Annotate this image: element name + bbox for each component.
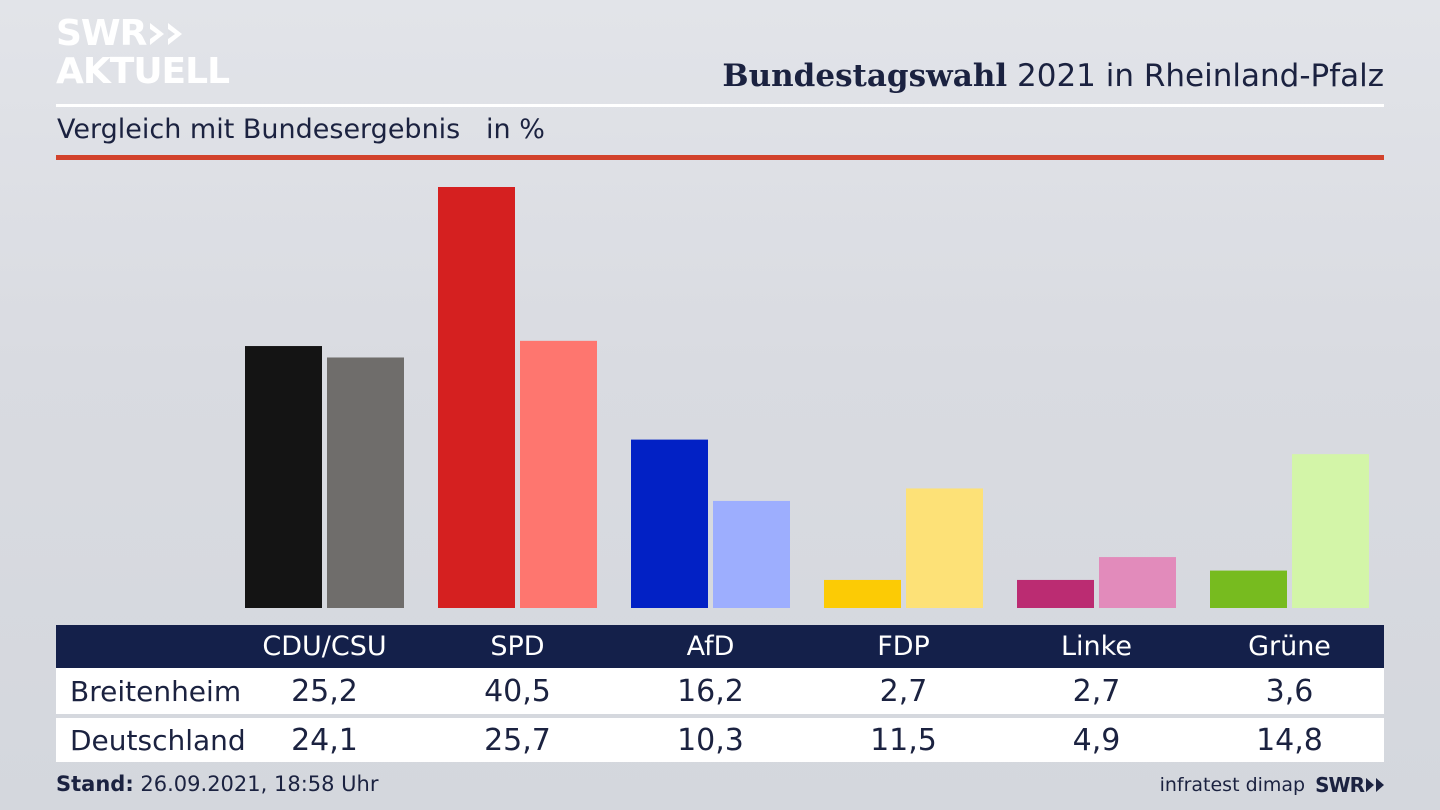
swr-brand: SWR [1315,773,1384,797]
bar-cdu-csu-breitenheim [245,346,322,608]
chevron-right-icon [1366,778,1374,792]
table-cell: 40,5 [484,673,551,709]
stand-value: 26.09.2021, 18:58 Uhr [133,772,379,796]
bar-spd-deutschland [520,340,597,608]
column-header: Linke [1061,631,1132,662]
timestamp: Stand: 26.09.2021, 18:58 Uhr [56,772,379,796]
bar-gr-ne-deutschland [1292,454,1369,608]
results-table: CDU/CSU SPD AfD FDP Linke Grüne Breitenheim 2… [56,625,1384,762]
source-credit: infratest dimap SWR [1160,773,1384,797]
column-header: FDP [877,631,930,662]
bar-fdp-breitenheim [824,579,901,608]
table-header-row: CDU/CSU SPD AfD FDP Linke Grüne [56,625,1384,668]
source-text: infratest dimap [1159,774,1306,796]
table-cell: 25,7 [484,722,551,758]
bar-cdu-csu-deutschland [327,357,404,608]
bar-gr-ne-breitenheim [1210,570,1287,608]
bar-afd-breitenheim [631,439,708,608]
bar-spd-breitenheim [438,187,515,608]
bar-chart [245,187,1369,608]
stand-label: Stand: [56,772,134,796]
title-rest: 2021 in Rheinland-Pfalz [1007,58,1384,94]
column-header: SPD [490,631,545,662]
table-cell: 14,8 [1256,722,1323,758]
table-cell: 10,3 [677,722,744,758]
chart-subtitle: Vergleich mit Bundesergebnis in % [57,114,545,145]
bar-linke-breitenheim [1017,579,1094,608]
logo-line1: SWR [56,13,147,54]
table-cell: 2,7 [879,673,928,709]
table-cell: 4,9 [1072,722,1121,758]
column-header: Grüne [1248,631,1331,662]
row-label: Breitenheim [70,674,242,708]
bar-fdp-deutschland [906,488,983,608]
table-row-deutschland: Deutschland 24,1 25,7 10,3 11,5 4,9 14,8 [56,718,1384,762]
swr-brand-text: SWR [1315,773,1365,797]
table-cell: 11,5 [870,722,937,758]
bar-afd-deutschland [713,500,790,608]
subtitle-divider [56,155,1384,160]
chevron-right-icon [150,23,165,45]
title-bold: Bundestagswahl [722,58,1008,94]
column-header: AfD [686,631,735,662]
table-cell: 16,2 [677,673,744,709]
table-row-breitenheim: Breitenheim 25,2 40,5 16,2 2,7 2,7 3,6 [56,668,1384,714]
logo-line2: AKTUELL [56,51,230,92]
table-cell: 25,2 [291,673,358,709]
column-header: CDU/CSU [262,631,387,662]
swr-aktuell-logo: SWR AKTUELL [56,13,230,92]
page-title: Bundestagswahl 2021 in Rheinland-Pfalz [722,58,1384,94]
chevron-right-icon [1376,778,1384,792]
table-cell: 3,6 [1265,673,1314,709]
chevron-right-icon [168,23,183,45]
title-divider [56,104,1384,107]
bar-linke-deutschland [1099,557,1176,608]
table-cell: 2,7 [1072,673,1121,709]
row-label: Deutschland [70,723,246,757]
table-cell: 24,1 [291,722,358,758]
